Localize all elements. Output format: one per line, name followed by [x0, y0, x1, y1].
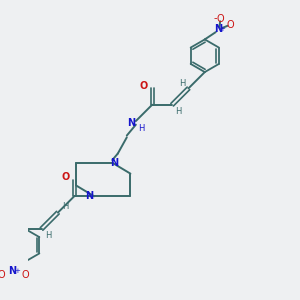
- Text: N: N: [110, 158, 118, 168]
- Text: N: N: [127, 118, 135, 128]
- Text: H: H: [138, 124, 145, 133]
- Text: O: O: [140, 81, 148, 91]
- Text: O: O: [62, 172, 70, 182]
- Text: H: H: [45, 231, 51, 240]
- Text: H: H: [175, 106, 182, 116]
- Text: N: N: [8, 266, 16, 276]
- Text: H: H: [62, 202, 68, 211]
- Text: O: O: [21, 270, 29, 280]
- Text: H: H: [179, 80, 185, 88]
- Text: +: +: [14, 268, 20, 274]
- Text: O: O: [216, 14, 224, 24]
- Text: N: N: [214, 24, 222, 34]
- Text: O: O: [0, 270, 5, 280]
- Text: N: N: [85, 191, 93, 201]
- Text: +: +: [219, 26, 225, 32]
- Text: O: O: [226, 20, 234, 30]
- Text: -: -: [214, 14, 217, 24]
